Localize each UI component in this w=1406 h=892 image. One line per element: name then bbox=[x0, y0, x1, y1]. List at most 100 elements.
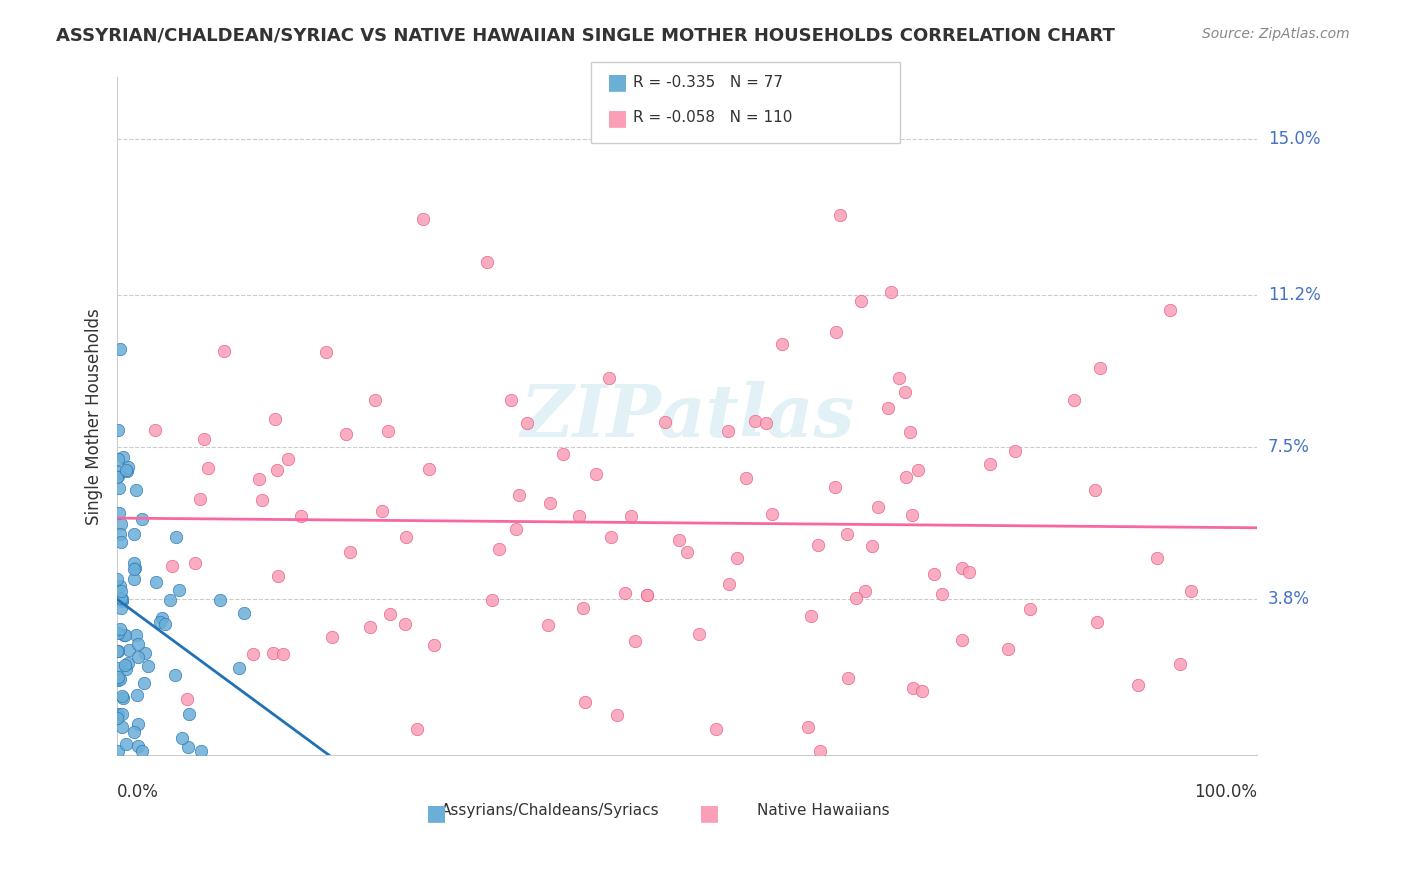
Native Hawaiians bbox=[901, 508, 924, 522]
Native Hawaiians bbox=[488, 541, 510, 556]
Native Hawaiians bbox=[725, 551, 748, 566]
Native Hawaiians bbox=[931, 587, 953, 601]
Assyrians/Chaldeans/Syriacs bbox=[124, 560, 146, 574]
Native Hawaiians bbox=[613, 586, 636, 600]
Native Hawaiians bbox=[807, 538, 830, 552]
Native Hawaiians bbox=[606, 707, 628, 722]
Native Hawaiians bbox=[339, 544, 361, 558]
Assyrians/Chaldeans/Syriacs bbox=[114, 463, 136, 477]
Assyrians/Chaldeans/Syriacs bbox=[131, 512, 153, 526]
Native Hawaiians bbox=[499, 393, 522, 408]
Assyrians/Chaldeans/Syriacs bbox=[125, 483, 148, 498]
Native Hawaiians bbox=[249, 472, 271, 486]
Native Hawaiians bbox=[770, 336, 793, 351]
Native Hawaiians bbox=[600, 530, 623, 544]
Assyrians/Chaldeans/Syriacs bbox=[110, 579, 132, 593]
Assyrians/Chaldeans/Syriacs bbox=[111, 450, 134, 464]
Assyrians/Chaldeans/Syriacs bbox=[131, 744, 153, 758]
Native Hawaiians bbox=[761, 507, 783, 521]
Assyrians/Chaldeans/Syriacs bbox=[134, 646, 156, 660]
Assyrians/Chaldeans/Syriacs bbox=[108, 466, 131, 480]
Assyrians/Chaldeans/Syriacs bbox=[110, 601, 132, 615]
Assyrians/Chaldeans/Syriacs bbox=[165, 530, 187, 544]
Assyrians/Chaldeans/Syriacs bbox=[107, 644, 129, 658]
Assyrians/Chaldeans/Syriacs bbox=[233, 606, 256, 620]
Native Hawaiians bbox=[378, 607, 401, 622]
Native Hawaiians bbox=[950, 633, 973, 648]
Assyrians/Chaldeans/Syriacs bbox=[107, 670, 129, 684]
Assyrians/Chaldeans/Syriacs bbox=[110, 527, 132, 541]
Text: ■: ■ bbox=[699, 803, 720, 822]
Text: R = -0.335   N = 77: R = -0.335 N = 77 bbox=[633, 75, 783, 89]
Native Hawaiians bbox=[1084, 483, 1107, 498]
Assyrians/Chaldeans/Syriacs bbox=[115, 737, 138, 751]
Assyrians/Chaldeans/Syriacs bbox=[127, 649, 149, 664]
Native Hawaiians bbox=[894, 385, 917, 400]
Assyrians/Chaldeans/Syriacs bbox=[110, 622, 132, 636]
Assyrians/Chaldeans/Syriacs bbox=[122, 556, 145, 570]
Native Hawaiians bbox=[824, 325, 846, 339]
Native Hawaiians bbox=[894, 469, 917, 483]
Native Hawaiians bbox=[176, 692, 198, 706]
Text: 3.8%: 3.8% bbox=[1268, 591, 1310, 608]
Assyrians/Chaldeans/Syriacs bbox=[108, 672, 131, 686]
Native Hawaiians bbox=[412, 212, 434, 227]
Native Hawaiians bbox=[704, 722, 727, 736]
Assyrians/Chaldeans/Syriacs bbox=[112, 690, 135, 705]
Native Hawaiians bbox=[242, 647, 264, 661]
Assyrians/Chaldeans/Syriacs bbox=[107, 643, 129, 657]
Text: 0.0%: 0.0% bbox=[117, 782, 159, 800]
Native Hawaiians bbox=[481, 592, 503, 607]
Native Hawaiians bbox=[717, 424, 740, 438]
Native Hawaiians bbox=[835, 526, 858, 541]
Native Hawaiians bbox=[845, 591, 868, 605]
Native Hawaiians bbox=[808, 744, 831, 758]
Native Hawaiians bbox=[335, 427, 357, 442]
Native Hawaiians bbox=[668, 533, 690, 547]
Native Hawaiians bbox=[1146, 550, 1168, 565]
Native Hawaiians bbox=[800, 609, 823, 624]
Native Hawaiians bbox=[405, 723, 427, 737]
Native Hawaiians bbox=[212, 343, 235, 358]
Native Hawaiians bbox=[636, 589, 658, 603]
Assyrians/Chaldeans/Syriacs bbox=[114, 657, 136, 672]
Assyrians/Chaldeans/Syriacs bbox=[150, 611, 173, 625]
Native Hawaiians bbox=[538, 495, 561, 509]
Text: Assyrians/Chaldeans/Syriacs: Assyrians/Chaldeans/Syriacs bbox=[441, 803, 659, 818]
Assyrians/Chaldeans/Syriacs bbox=[111, 594, 134, 608]
Native Hawaiians bbox=[755, 417, 778, 431]
Assyrians/Chaldeans/Syriacs bbox=[105, 572, 128, 586]
Native Hawaiians bbox=[979, 457, 1001, 471]
Assyrians/Chaldeans/Syriacs bbox=[118, 643, 141, 657]
Native Hawaiians bbox=[718, 577, 741, 591]
Assyrians/Chaldeans/Syriacs bbox=[111, 720, 134, 734]
Text: R = -0.058   N = 110: R = -0.058 N = 110 bbox=[633, 111, 792, 125]
Assyrians/Chaldeans/Syriacs bbox=[177, 739, 200, 754]
Assyrians/Chaldeans/Syriacs bbox=[125, 627, 148, 641]
Native Hawaiians bbox=[849, 294, 872, 309]
Assyrians/Chaldeans/Syriacs bbox=[127, 716, 149, 731]
Native Hawaiians bbox=[950, 560, 973, 574]
Native Hawaiians bbox=[364, 392, 387, 407]
Native Hawaiians bbox=[516, 416, 538, 430]
Native Hawaiians bbox=[184, 556, 207, 570]
Native Hawaiians bbox=[277, 452, 299, 467]
Native Hawaiians bbox=[880, 285, 903, 299]
Native Hawaiians bbox=[162, 558, 184, 573]
Native Hawaiians bbox=[797, 720, 820, 734]
Assyrians/Chaldeans/Syriacs bbox=[110, 534, 132, 549]
Native Hawaiians bbox=[418, 462, 440, 476]
Assyrians/Chaldeans/Syriacs bbox=[163, 667, 186, 681]
Text: ■: ■ bbox=[426, 803, 447, 822]
Assyrians/Chaldeans/Syriacs bbox=[111, 591, 134, 606]
Text: 11.2%: 11.2% bbox=[1268, 286, 1320, 304]
Native Hawaiians bbox=[1180, 584, 1202, 599]
Assyrians/Chaldeans/Syriacs bbox=[167, 582, 190, 597]
Assyrians/Chaldeans/Syriacs bbox=[153, 617, 176, 632]
Native Hawaiians bbox=[568, 509, 591, 524]
Native Hawaiians bbox=[551, 447, 574, 461]
Assyrians/Chaldeans/Syriacs bbox=[127, 739, 149, 753]
Text: ZIPatlas: ZIPatlas bbox=[520, 381, 853, 452]
Native Hawaiians bbox=[188, 492, 211, 507]
Native Hawaiians bbox=[957, 565, 980, 579]
